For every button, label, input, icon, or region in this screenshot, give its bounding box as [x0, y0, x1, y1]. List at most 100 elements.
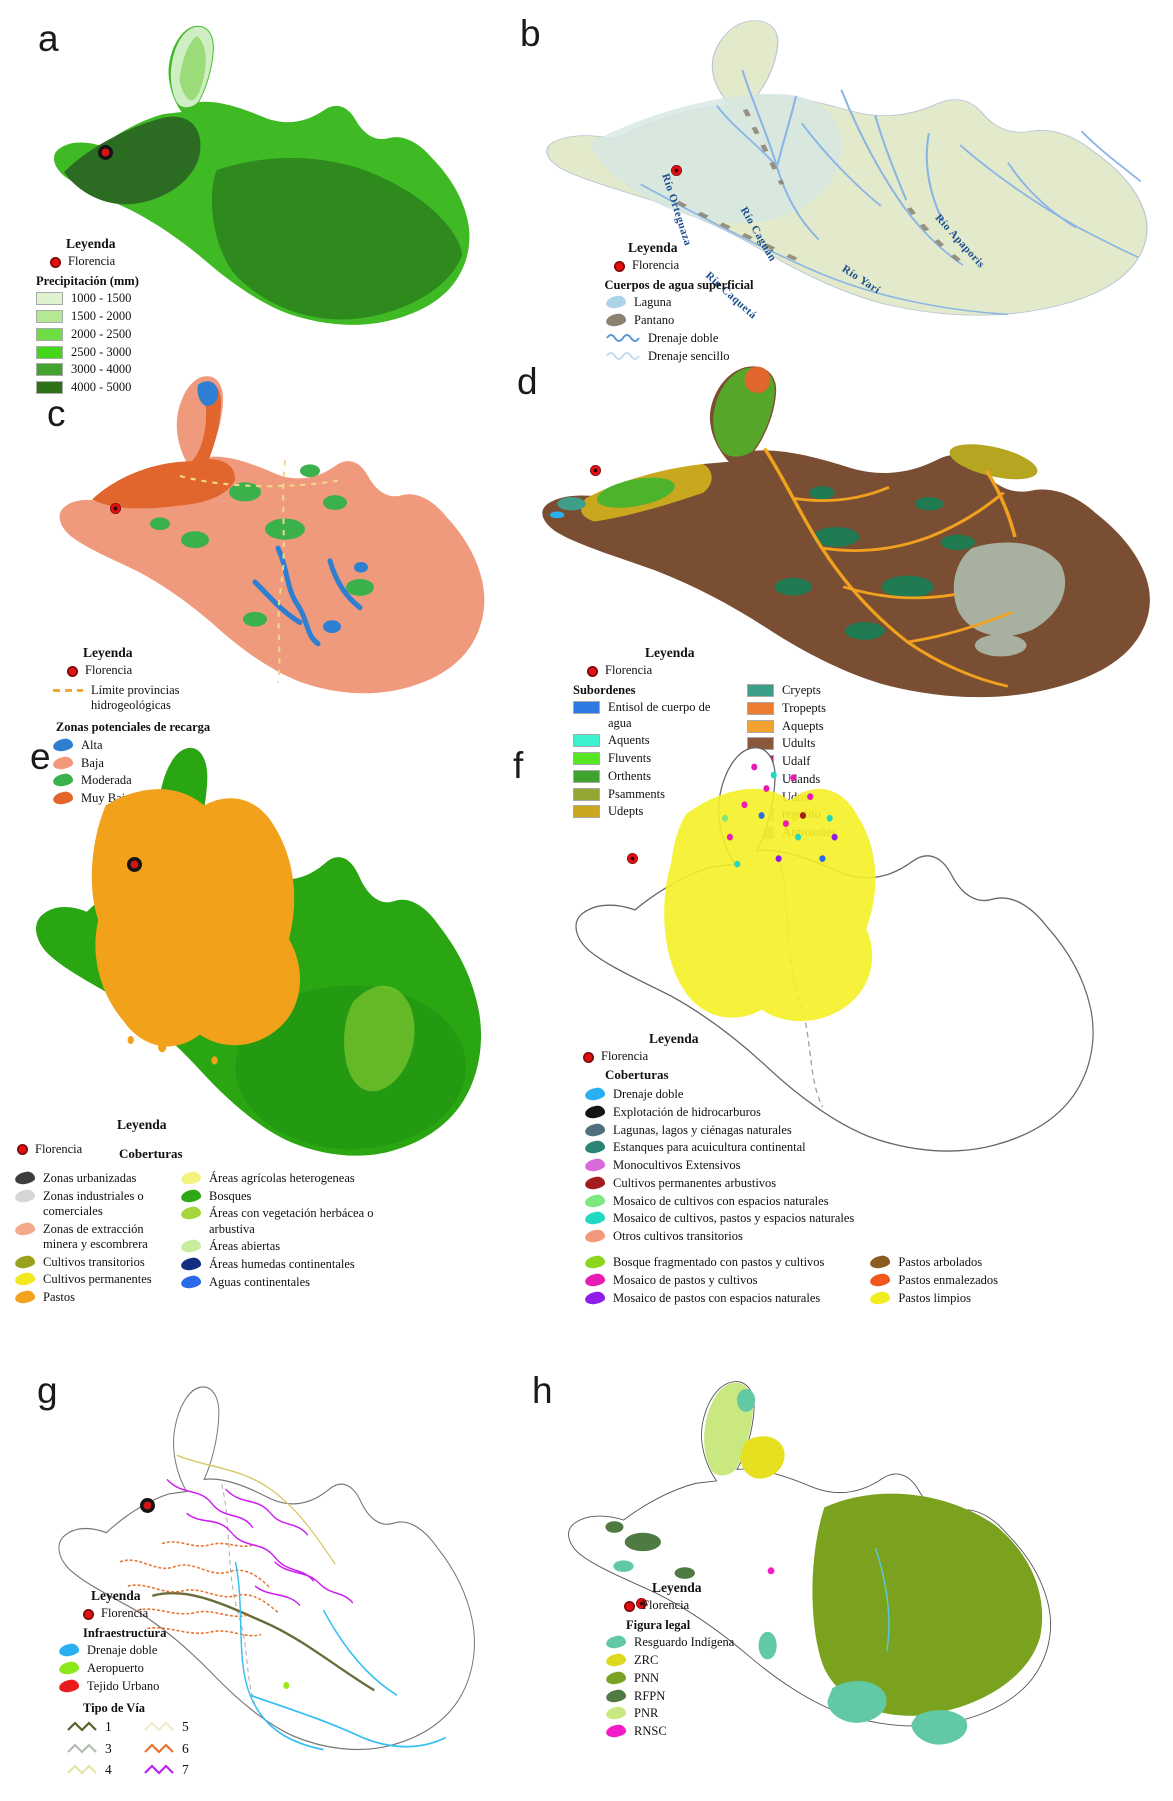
pnn-region [812, 1493, 1043, 1716]
florencia-dot-icon [583, 1051, 594, 1063]
zigzag-swatch [144, 1763, 174, 1776]
rect-swatch [36, 381, 63, 395]
legend-item: Entisol de cuerpo de agua [573, 700, 729, 731]
legend-item: Drenaje doble [606, 331, 758, 346]
legend-item: 2500 - 3000 [36, 345, 139, 360]
legend-title: Leyenda [66, 236, 116, 251]
legend-item-label: Alta [81, 737, 103, 752]
legend-item-label: 2000 - 2500 [71, 326, 132, 341]
legend-title: Leyenda [91, 1588, 141, 1603]
legend-florencia-row: Florencia [587, 663, 913, 678]
panel-letter: f [513, 745, 524, 786]
legend-items: 1 5 3 6 4 7 [67, 1717, 207, 1781]
precip-zone-high-west [64, 116, 201, 205]
legend-item: Tropepts [747, 701, 903, 716]
rect-swatch [747, 684, 774, 698]
rect-swatch [747, 719, 774, 733]
legend-item-label: Zonas de extracción minera y escombrera [43, 1221, 148, 1251]
legend-block: Tipo de Vía 1 5 3 6 4 7 [53, 1699, 207, 1782]
florencia-dot-icon [50, 256, 61, 268]
regolito-region [953, 542, 1066, 637]
legend-legal-figures: Leyenda Florencia Figura legal Resguardo In… [592, 1580, 802, 1742]
via-6-scribbles [119, 1541, 279, 1637]
legend-item-label: 5 [182, 1719, 189, 1735]
cultivos-naturales-dot [722, 814, 729, 822]
wetland-lines [675, 109, 962, 265]
legend-item-label: Aguas continentales [209, 1274, 311, 1289]
legend-block: Pastos arbolados Pastos enmalezados Pastos… [869, 1253, 998, 1309]
blob-swatch [584, 1157, 606, 1173]
blob-swatch [584, 1086, 606, 1102]
legend-section-title: Precipitación (mm) [36, 273, 139, 288]
legend-block: Drenaje doble Explotación de hidrocarburo… [584, 1085, 854, 1247]
legend-item: Otros cultivos transitorios [584, 1228, 854, 1244]
zrc-patch [740, 1436, 785, 1479]
florencia-marker [671, 165, 682, 176]
legend-item: Cryepts [747, 683, 903, 698]
panel-infrastructure: g Leyenda Florencia Infraestructura Drenaje… [25, 1360, 485, 1800]
legend-item-label: Moderada [81, 773, 132, 788]
pastos-naturales-dots [775, 833, 838, 863]
rect-swatch [573, 805, 600, 819]
legend-item: Zonas de extracción minera y escombrera [14, 1221, 165, 1253]
legend-item-label: Áreas agrícolas heterogeneas [209, 1170, 355, 1185]
internal-boundary [221, 1484, 258, 1710]
legend-section-title: Tipo de Vía [83, 1700, 146, 1715]
legend-title: Leyenda [117, 1117, 167, 1132]
shrub-mosaic-east [344, 985, 415, 1092]
legend-row: Límite provincias hidrogeológicas [53, 681, 238, 717]
legend-item: Explotación de hidrocarburos [584, 1104, 854, 1120]
legend-item-label: Fluvents [608, 751, 652, 766]
via-1-road [152, 1591, 375, 1692]
blob-swatch [584, 1175, 606, 1191]
rect-swatch [747, 701, 774, 715]
panel-letter: g [37, 1370, 58, 1411]
blob-swatch [605, 1688, 627, 1704]
drenaje-dots [758, 812, 826, 863]
map-precipitation [53, 25, 470, 325]
legend-row: Cuerpos de agua superficial Laguna Pantano… [600, 276, 785, 367]
legend-item-label: Udalf [782, 754, 811, 769]
legend-item-label: 6 [182, 1740, 189, 1756]
wavy-swatch [606, 350, 640, 362]
legend-item: Bosque fragmentado con pastos y cultivos [584, 1254, 824, 1270]
legend-block: Límite provincias hidrogeológicas [53, 681, 238, 717]
legend-title: Leyenda [83, 645, 133, 660]
legend-section-title: Infraestructura [83, 1625, 167, 1640]
legend-section-title: Subordenes [573, 682, 636, 697]
legend-block: Bosque fragmentado con pastos y cultivos… [584, 1253, 824, 1309]
legend-item-label: Áreas abiertas [209, 1239, 281, 1254]
map-legal-figures [568, 1381, 1052, 1745]
legend-section-title: Cuerpos de agua superficial [604, 277, 754, 292]
legend-item-label: Entisol de cuerpo de agua [608, 700, 711, 730]
blob-swatch [180, 1170, 202, 1186]
legend-item-label: Aquents [608, 733, 650, 748]
rect-swatch [573, 701, 600, 715]
legend-item: 7 [144, 1762, 207, 1778]
legend-item-label: Límite provincias hidrogeológicas [91, 683, 180, 713]
legend-items: Resguardo Indígena ZRC PNN RFPN PNR RNSC [605, 1635, 734, 1739]
legend-items: Áreas agrícolas heterogeneas Bosques Áreas… [180, 1170, 409, 1290]
aquepts-dendrites [763, 447, 1017, 688]
legend-title: Leyenda [652, 1580, 702, 1595]
rect-swatch [573, 752, 600, 766]
legend-item: 5 [144, 1719, 207, 1735]
river-in-pnn [874, 1547, 890, 1652]
legend-item-label: 1 [105, 1719, 112, 1735]
blob-swatch [584, 1290, 606, 1306]
florencia-marker [627, 853, 638, 864]
blob-swatch [584, 1193, 606, 1208]
legend-item: Monocultivos Extensivos [584, 1157, 854, 1173]
legend-section-title: Zonas potenciales de recarga [55, 720, 211, 735]
legend-item: RFPN [605, 1688, 734, 1704]
panel-land-cover: e Leyenda Florencia Coberturas Zonas urbani… [5, 735, 490, 1305]
blob-swatch [605, 1652, 627, 1668]
blob-swatch [605, 1670, 627, 1686]
legend-item-label: 2500 - 3000 [71, 344, 132, 359]
rfpn-patches [605, 1521, 696, 1579]
legend-florencia-row: Florencia [624, 1598, 802, 1613]
legend-item: PNN [605, 1670, 734, 1686]
zone-muy-baja [92, 382, 236, 509]
legend-item-label: Baja [81, 755, 104, 770]
florencia-dot-icon [17, 1144, 28, 1156]
